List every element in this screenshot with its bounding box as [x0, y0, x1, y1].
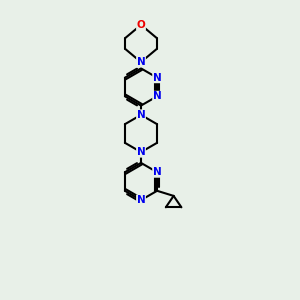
Text: N: N — [136, 110, 146, 120]
Text: N: N — [153, 91, 161, 101]
Text: N: N — [136, 195, 146, 205]
Text: N: N — [136, 147, 146, 157]
Text: N: N — [153, 73, 161, 83]
Text: N: N — [136, 57, 146, 67]
Text: N: N — [153, 167, 161, 177]
Text: O: O — [136, 20, 146, 30]
